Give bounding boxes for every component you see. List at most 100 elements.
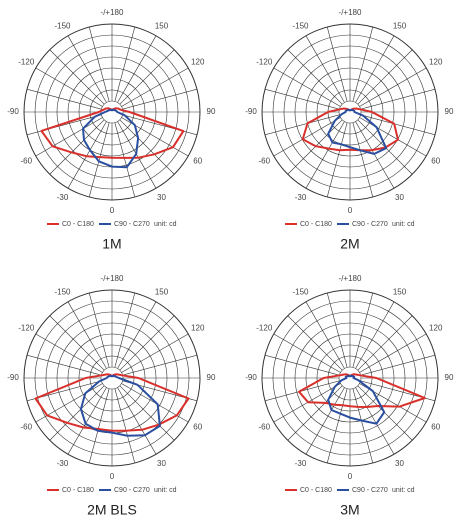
series-line <box>34 373 190 432</box>
grid-spoke <box>35 117 103 157</box>
angle-tick-label: 90 <box>207 107 216 116</box>
grid-spoke <box>88 388 110 464</box>
grid-spoke <box>305 301 345 369</box>
angle-tick-label: 120 <box>429 324 443 333</box>
angle-tick-label: 60 <box>431 157 440 166</box>
legend-label: C90 - C270 <box>114 221 150 228</box>
angle-tick-label: -90 <box>245 107 257 116</box>
series-line <box>301 107 399 152</box>
angle-tick-label: -120 <box>18 58 35 67</box>
grid-spoke <box>357 49 413 105</box>
grid-spoke <box>122 114 198 136</box>
angle-tick-label: 30 <box>157 459 166 468</box>
angle-tick-label: 60 <box>431 423 440 432</box>
grid-spoke <box>117 301 157 369</box>
angle-tick-label: -60 <box>20 157 32 166</box>
grid-spoke <box>67 387 107 455</box>
angle-tick-label: -150 <box>292 21 309 30</box>
grid-spoke <box>121 333 189 373</box>
legend-label: C0 - C180 <box>300 487 332 494</box>
angle-tick-label: -90 <box>7 107 19 116</box>
grid-spoke <box>273 67 341 107</box>
grid-spoke <box>359 67 427 107</box>
grid-spoke <box>287 49 343 105</box>
angle-tick-label: -60 <box>258 423 270 432</box>
grid-spoke <box>119 385 175 441</box>
series-line <box>40 107 185 159</box>
angle-tick-label: -120 <box>256 58 273 67</box>
grid-spoke <box>67 301 107 369</box>
grid-spoke <box>352 388 374 464</box>
angle-tick-label: 30 <box>395 193 404 202</box>
angle-tick-label: -30 <box>295 459 307 468</box>
grid-spoke <box>26 114 102 136</box>
grid-spoke <box>49 119 105 175</box>
angle-tick-label: -30 <box>57 193 69 202</box>
grid-spoke <box>326 292 348 368</box>
grid-spoke <box>114 122 136 198</box>
angle-tick-label: 150 <box>393 287 407 296</box>
angle-tick-label: 150 <box>155 21 169 30</box>
angle-tick-label: 0 <box>110 206 115 215</box>
unit-label: unit: cd <box>154 487 177 494</box>
angle-tick-label: 60 <box>193 157 202 166</box>
grid-spoke <box>287 385 343 441</box>
chart-caption: 2M <box>340 236 359 252</box>
angle-tick-label: -/+180 <box>101 8 124 17</box>
grid-spoke <box>352 26 374 102</box>
unit-label: unit: cd <box>154 221 177 228</box>
angle-tick-label: 0 <box>348 472 353 481</box>
series-line <box>327 108 388 155</box>
legend-label: C0 - C180 <box>300 221 332 228</box>
angle-tick-label: -/+180 <box>339 274 362 283</box>
angle-tick-label: 90 <box>207 373 216 382</box>
chart-caption: 3M <box>340 502 359 518</box>
angle-tick-label: -150 <box>54 21 71 30</box>
grid-spoke <box>119 315 175 371</box>
grid-spoke <box>355 35 395 103</box>
angle-tick-label: 150 <box>393 21 407 30</box>
grid-ring <box>338 366 362 390</box>
angle-tick-label: -150 <box>292 287 309 296</box>
grid-spoke <box>114 292 136 368</box>
grid-spoke <box>117 35 157 103</box>
grid-spoke <box>273 333 341 373</box>
grid-spoke <box>355 387 395 455</box>
angle-tick-label: -60 <box>258 157 270 166</box>
angle-tick-label: 150 <box>155 287 169 296</box>
grid-spoke <box>305 387 345 455</box>
grid-spoke <box>114 388 136 464</box>
series-line <box>82 108 140 169</box>
grid-spoke <box>122 354 198 376</box>
grid-spoke <box>326 122 348 198</box>
angle-tick-label: 90 <box>445 107 454 116</box>
unit-label: unit: cd <box>392 487 415 494</box>
angle-tick-label: -30 <box>57 459 69 468</box>
angle-tick-label: -120 <box>18 324 35 333</box>
grid-spoke <box>117 121 157 189</box>
grid-spoke <box>359 117 427 157</box>
angle-tick-label: 60 <box>193 423 202 432</box>
angle-tick-label: -60 <box>20 423 32 432</box>
grid-spoke <box>117 387 157 455</box>
grid-spoke <box>264 114 340 136</box>
legend-label: C0 - C180 <box>62 221 94 228</box>
legend-label: C0 - C180 <box>62 487 94 494</box>
angle-tick-label: 30 <box>395 459 404 468</box>
grid-spoke <box>305 35 345 103</box>
angle-tick-label: 120 <box>191 58 205 67</box>
grid-spoke <box>26 354 102 376</box>
angle-tick-label: -/+180 <box>101 274 124 283</box>
grid-spoke <box>49 315 105 371</box>
chart-caption: 1M <box>102 236 121 252</box>
grid-spoke <box>122 88 198 110</box>
grid-spoke <box>35 333 103 373</box>
grid-spoke <box>352 292 374 368</box>
grid-spoke <box>88 122 110 198</box>
series-line <box>79 374 161 437</box>
grid-spoke <box>264 88 340 110</box>
grid-spoke <box>326 388 348 464</box>
angle-tick-label: -30 <box>295 193 307 202</box>
grid-spoke <box>121 67 189 107</box>
